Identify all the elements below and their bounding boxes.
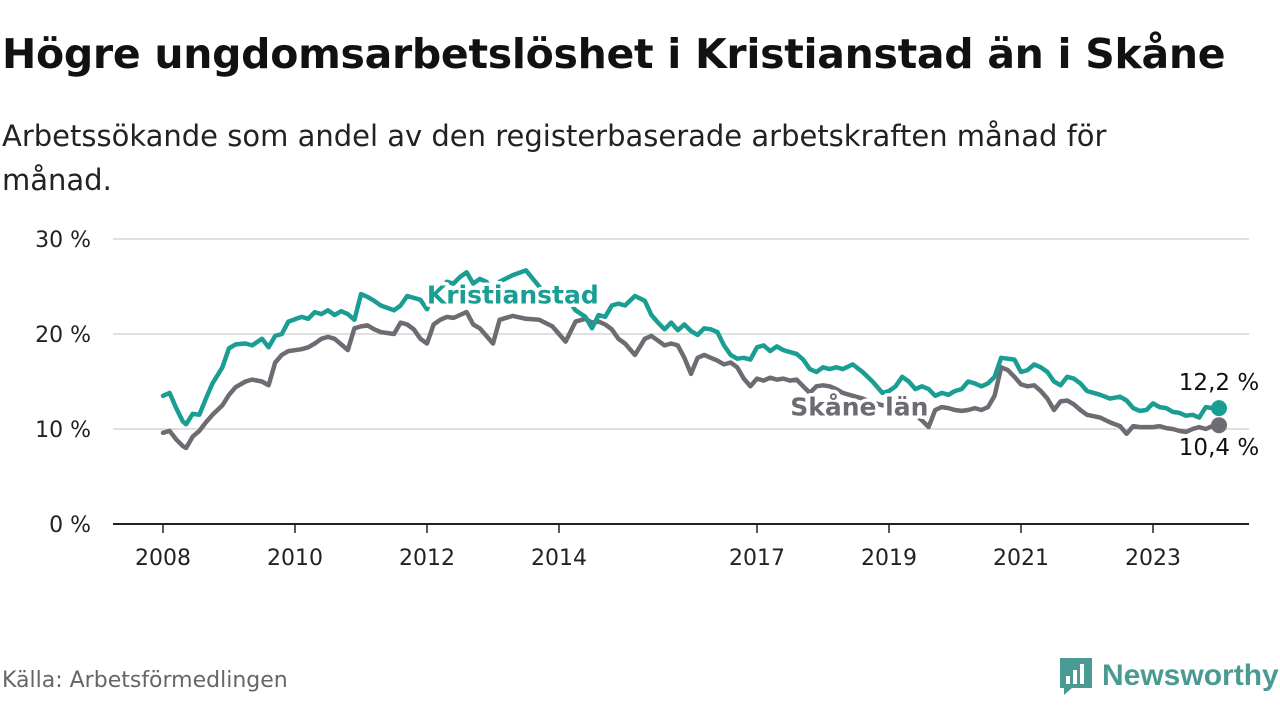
series-label-skane: Skåne län	[790, 393, 928, 422]
x-tick-label: 2008	[135, 546, 191, 571]
x-tick-label: 2019	[861, 546, 917, 571]
brand-name: Newsworthy	[1102, 659, 1279, 692]
series-label-kristianstad: Kristianstad	[427, 281, 599, 310]
x-tick-label: 2021	[993, 546, 1049, 571]
y-tick-label: 20 %	[35, 323, 91, 348]
chart-title: Högre ungdomsarbetslöshet i Kristianstad…	[2, 30, 1226, 78]
x-tick-label: 2012	[399, 546, 455, 571]
series-label-skane-halo: Skåne län	[790, 393, 928, 422]
x-tick-label: 2010	[267, 546, 323, 571]
series-line-skane	[160, 309, 1222, 451]
y-tick-label: 10 %	[35, 418, 91, 443]
chart-subtitle: Arbetssökande som andel av den registerb…	[2, 119, 1107, 197]
end-marker-skane	[1211, 417, 1227, 434]
source-note: Källa: Arbetsförmedlingen	[2, 668, 288, 693]
end-marker-kristianstad	[1211, 400, 1227, 417]
end-value-label-kristianstad: 12,2 %	[1179, 370, 1259, 396]
grid-layer: 0 % 10 % 20 % 30 % 2008 2010 2012 2014 2017 2019 2…	[35, 228, 1249, 571]
series-layer	[160, 268, 1227, 451]
end-value-label-skane: 10,4 %	[1179, 435, 1259, 461]
brand[interactable]: Newsworthy	[1058, 654, 1279, 698]
x-tick-label: 2023	[1125, 546, 1181, 571]
x-tick-label: 2017	[729, 546, 785, 571]
x-tick-label: 2014	[531, 546, 587, 571]
bar-chart-logo-icon	[1060, 658, 1092, 695]
series-label-kristianstad-halo: Kristianstad	[427, 281, 599, 310]
y-tick-label: 30 %	[35, 228, 91, 253]
y-tick-label: 0 %	[49, 513, 91, 538]
series-line-kristianstad	[160, 268, 1222, 427]
line-chart: 0 % 10 % 20 % 30 % 2008 2010 2012 2014 2017 2019 2…	[35, 228, 1259, 571]
